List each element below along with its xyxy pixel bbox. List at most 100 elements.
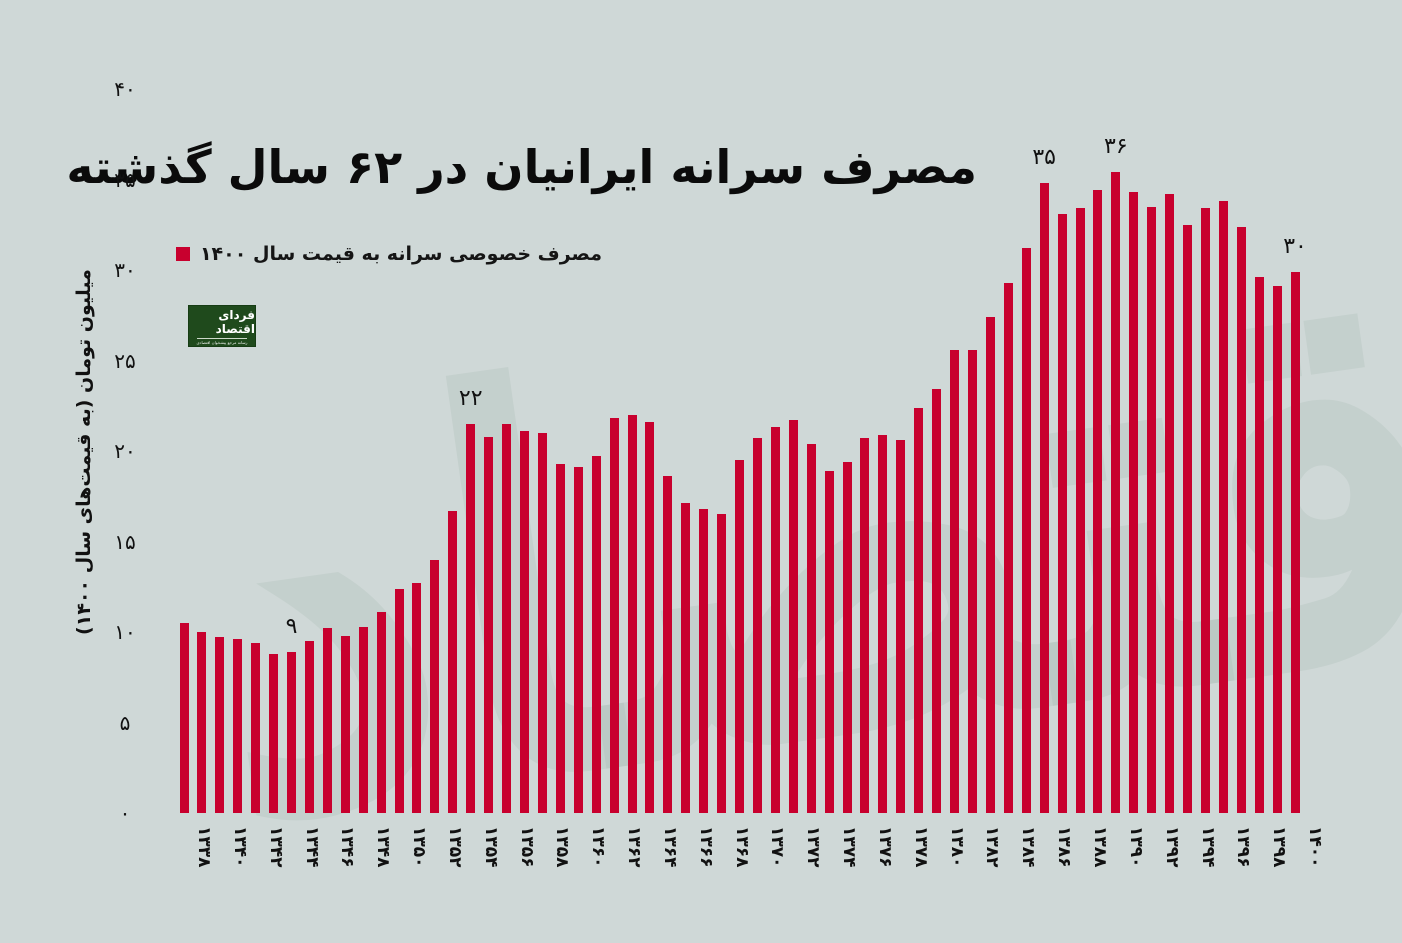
- y-tick-label: ۲۰: [114, 439, 136, 463]
- bar-1358: [537, 432, 547, 813]
- chart-title: مصرف سرانه ایرانیان در ۶۲ سال گذشته: [66, 140, 978, 194]
- legend-swatch: [175, 247, 190, 261]
- bar-1339: [197, 632, 207, 813]
- bar-1352: [430, 559, 440, 813]
- brand-logo: فردای اقتصاد رسانه مرجع پیشخوان اقتصادی: [188, 305, 256, 347]
- bar-1366: [681, 503, 691, 813]
- bar-1356: [502, 423, 512, 813]
- y-tick-label: ۲۵: [114, 348, 136, 373]
- bar-1373: [806, 443, 816, 813]
- bar-1357: [519, 431, 529, 813]
- x-tick-label: ۱۳۶۸: [731, 826, 752, 868]
- bar-1367: [699, 508, 709, 813]
- logo-subtitle: رسانه مرجع پیشخوان اقتصادی: [196, 337, 248, 345]
- x-tick-label: ۱۳۸۸: [1090, 826, 1110, 868]
- y-tick-label: ۱۵: [114, 529, 136, 554]
- bar-1380: [932, 389, 942, 813]
- bar-1388: [1075, 208, 1085, 813]
- x-tick-label: ۱۳۵۲: [444, 826, 465, 868]
- x-tick-label: ۱۳۵۶: [516, 826, 537, 868]
- x-tick-label: ۱۳۹۸: [1269, 826, 1290, 868]
- y-tick-label: ۴۰: [114, 77, 136, 101]
- bar-1354: [466, 423, 476, 813]
- bar-1365: [663, 476, 673, 813]
- x-tick-label: ۱۳۸۰: [946, 826, 967, 868]
- bar-1400: [1290, 271, 1300, 813]
- bar-1385: [1021, 248, 1031, 813]
- x-tick-label: ۱۳۷۶: [874, 826, 895, 868]
- x-tick-label: ۱۳۹۴: [1197, 826, 1218, 868]
- bar-1393: [1165, 193, 1175, 813]
- bar-1394: [1183, 224, 1193, 813]
- y-tick-label: ۳۰: [114, 258, 136, 282]
- y-tick-label: ۰: [119, 801, 131, 825]
- bar-1384: [1003, 282, 1013, 813]
- value-annotation: ۳۶: [1104, 134, 1128, 160]
- bar-1389: [1093, 190, 1103, 813]
- x-tick-label: ۱۳۵۴: [480, 826, 501, 868]
- bar-1392: [1147, 206, 1157, 813]
- y-tick-label: ۵: [119, 710, 131, 735]
- x-tick-label: ۱۳۷۰: [767, 826, 788, 868]
- value-annotation: ۳۵: [1032, 145, 1056, 171]
- x-tick-label: ۱۳۹۶: [1233, 826, 1254, 868]
- value-annotation: ۹: [285, 613, 298, 639]
- x-tick-label: ۱۳۴۰: [229, 826, 250, 868]
- x-tick-label: ۱۳۴۲: [265, 826, 286, 868]
- bar-1377: [878, 434, 888, 813]
- y-tick-label: ۳۵: [114, 167, 136, 192]
- x-tick-label: ۱۳۳۸: [194, 826, 214, 868]
- y-tick-label: ۱۰: [114, 620, 136, 644]
- bar-1379: [914, 407, 924, 813]
- bar-1350: [394, 588, 404, 813]
- x-tick-label: ۱۳۸۴: [1018, 826, 1039, 868]
- bar-1341: [233, 639, 243, 813]
- bar-1346: [322, 628, 332, 813]
- x-tick-label: ۱۳۵۸: [552, 826, 573, 868]
- x-tick-label: ۱۳۶۶: [695, 826, 716, 868]
- x-tick-label: ۱۳۸۶: [1054, 826, 1075, 868]
- bar-1361: [591, 456, 601, 813]
- value-annotation: ۲۲: [458, 385, 483, 411]
- logo-name: فردای اقتصاد: [215, 307, 255, 336]
- x-tick-label: ۱۴۰۰: [1305, 826, 1326, 868]
- bar-1363: [627, 414, 637, 813]
- bar-1362: [609, 418, 619, 813]
- bar-1397: [1236, 226, 1246, 813]
- legend: مصرف خصوصی سرانه به قیمت سال ۱۴۰۰: [175, 243, 602, 265]
- bar-1369: [735, 460, 745, 813]
- bar-1383: [985, 317, 995, 813]
- bar-1353: [448, 510, 458, 813]
- bar-1340: [215, 637, 225, 813]
- bar-1374: [824, 470, 834, 813]
- bar-1376: [860, 438, 870, 813]
- x-tick-label: ۱۳۹۲: [1161, 826, 1182, 868]
- bar-1348: [358, 626, 368, 813]
- x-tick-label: ۱۳۴۸: [373, 826, 394, 868]
- bar-1375: [842, 461, 852, 813]
- bar-1378: [896, 440, 906, 813]
- x-tick-label: ۱۳۴۶: [337, 826, 358, 868]
- value-annotation: ۳۰: [1283, 233, 1307, 259]
- bar-1359: [555, 463, 565, 813]
- x-tick-label: ۱۳۸۲: [982, 826, 1003, 868]
- bar-1342: [251, 642, 261, 813]
- bar-1338: [179, 622, 189, 813]
- legend-label: مصرف خصوصی سرانه به قیمت سال ۱۴۰۰: [199, 243, 602, 265]
- x-tick-label: ۱۳۵۰: [409, 826, 430, 868]
- bar-1371: [770, 427, 780, 813]
- bar-1399: [1272, 286, 1282, 813]
- bar-1360: [573, 467, 583, 813]
- bar-1347: [340, 635, 350, 813]
- bar-1390: [1111, 172, 1121, 813]
- y-axis-label: میلیون تومان (به قیمت‌های سال ۱۴۰۰): [73, 269, 95, 635]
- bar-1370: [752, 438, 762, 813]
- bar-1344: [287, 651, 297, 813]
- bar-1355: [484, 436, 494, 813]
- bar-1396: [1218, 201, 1228, 813]
- bar-1351: [412, 583, 422, 813]
- bar-1386: [1039, 183, 1049, 813]
- x-tick-label: ۱۳۹۰: [1125, 826, 1146, 868]
- bar-1343: [269, 653, 279, 813]
